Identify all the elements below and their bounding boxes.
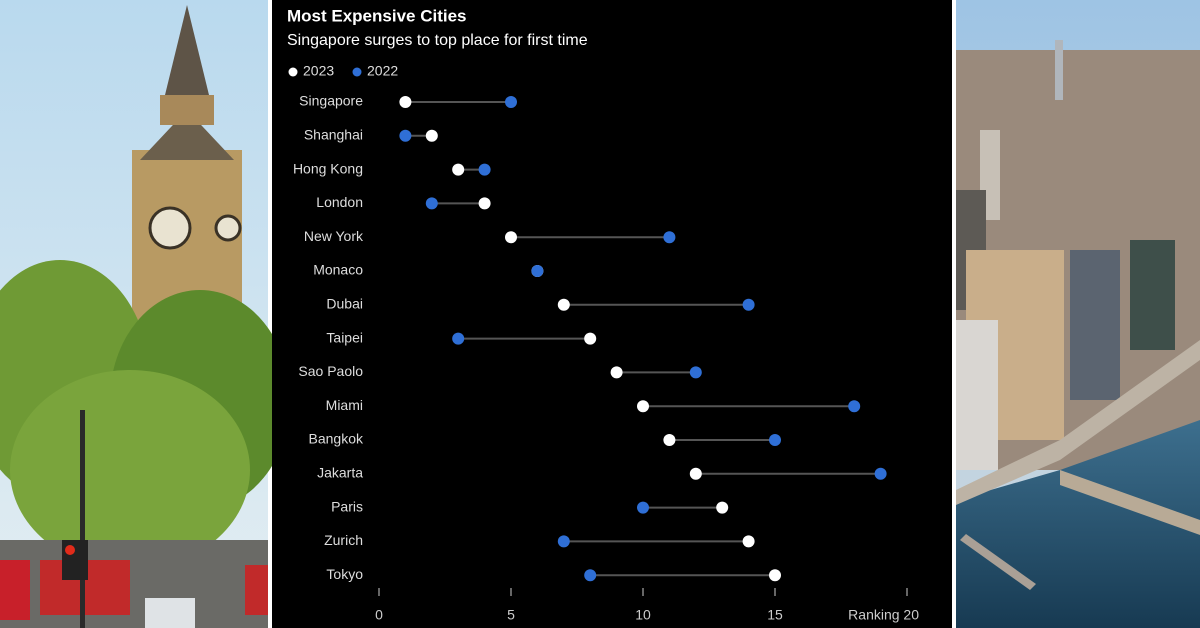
category-label: Miami [326,397,363,413]
dot [399,96,412,108]
dot [716,501,729,514]
dot [769,434,781,446]
dot [689,366,702,379]
x-tick-label: 10 [635,607,651,623]
category-label: Dubai [326,296,363,312]
dot [610,366,623,379]
category-label: Hong Kong [293,160,363,176]
category-label: Monaco [313,262,363,278]
legend-label: 2022 [367,63,398,79]
chart-subtitle: Singapore surges to top place for first … [287,32,588,49]
dot [689,467,702,480]
dot [399,129,412,142]
category-label: Bangkok [309,431,364,447]
legend-label: 2023 [303,63,334,79]
chart-background [272,0,952,628]
category-label: Shanghai [304,127,363,143]
category-label: Taipei [326,329,363,345]
dot [663,434,676,446]
dot [769,569,781,582]
dot [478,197,491,210]
dot [584,569,597,582]
dot [637,400,649,413]
dot [425,129,438,142]
dot [505,231,517,244]
x-tick-label: 15 [767,607,783,623]
legend-marker [288,67,298,77]
dot [742,535,755,548]
dot [531,265,544,277]
dot [557,535,570,548]
x-tick-label: Ranking 20 [848,607,919,623]
dot [425,197,438,210]
dot [452,163,465,176]
category-label: Jakarta [317,465,363,481]
dot [452,332,465,345]
x-tick-label: 5 [507,607,515,623]
category-label: Paris [331,498,363,514]
new-york-photo [956,0,1200,628]
category-label: Singapore [299,93,363,109]
legend-marker [352,67,362,77]
dot [557,298,570,311]
category-label: New York [304,228,364,244]
dot [584,332,597,345]
dot [637,501,649,514]
category-label: Zurich [324,532,363,548]
category-label: Sao Paolo [298,363,363,379]
dot [478,163,491,176]
category-label: London [316,194,363,210]
category-label: Tokyo [326,566,363,582]
dot [742,298,755,311]
dot [505,96,517,108]
dot [848,400,861,413]
dot [663,231,676,244]
x-tick-label: 0 [375,607,383,623]
dot [874,467,887,480]
chart-title: Most Expensive Cities [287,6,467,25]
london-photo [0,0,290,628]
